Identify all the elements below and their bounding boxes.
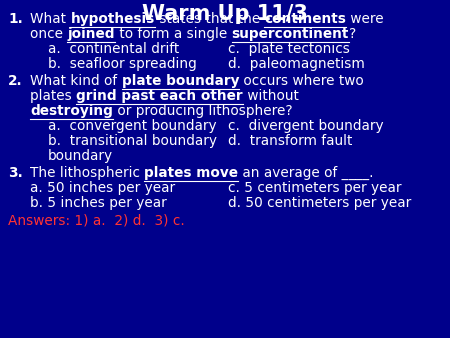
Text: b.  transitional boundary: b. transitional boundary	[48, 134, 217, 148]
Text: 3.: 3.	[8, 166, 23, 180]
Text: or producing lithosphere?: or producing lithosphere?	[113, 104, 292, 118]
Text: ?: ?	[349, 27, 356, 41]
Text: a.  continental drift: a. continental drift	[48, 42, 179, 56]
Text: continents: continents	[264, 12, 346, 26]
Text: joined: joined	[68, 27, 115, 41]
Text: b.  seafloor spreading: b. seafloor spreading	[48, 57, 197, 71]
Text: hypothesis: hypothesis	[70, 12, 155, 26]
Text: supercontinent: supercontinent	[231, 27, 349, 41]
Text: occurs where two: occurs where two	[239, 74, 364, 88]
Text: boundary: boundary	[48, 149, 113, 163]
Text: The lithospheric: The lithospheric	[30, 166, 144, 180]
Text: once: once	[30, 27, 68, 41]
Text: a.  convergent boundary: a. convergent boundary	[48, 119, 216, 133]
Text: What: What	[30, 12, 70, 26]
Text: without: without	[243, 89, 299, 103]
Text: were: were	[346, 12, 384, 26]
Text: b. 5 inches per year: b. 5 inches per year	[30, 196, 167, 210]
Text: Answers: 1) a.  2) d.  3) c.: Answers: 1) a. 2) d. 3) c.	[8, 214, 185, 228]
Text: plates move: plates move	[144, 166, 239, 180]
Text: Warm Up 11/3: Warm Up 11/3	[142, 4, 308, 24]
Text: c.  divergent boundary: c. divergent boundary	[228, 119, 383, 133]
Text: to form a single: to form a single	[115, 27, 231, 41]
Text: c.  plate tectonics: c. plate tectonics	[228, 42, 350, 56]
Text: a. 50 inches per year: a. 50 inches per year	[30, 181, 175, 195]
Text: c. 5 centimeters per year: c. 5 centimeters per year	[228, 181, 401, 195]
Text: plate boundary: plate boundary	[122, 74, 239, 88]
Text: destroying: destroying	[30, 104, 113, 118]
Text: grind past each other: grind past each other	[76, 89, 243, 103]
Text: an average of ____.: an average of ____.	[238, 166, 374, 180]
Text: 1.: 1.	[8, 12, 23, 26]
Text: d.  paleomagnetism: d. paleomagnetism	[228, 57, 365, 71]
Text: d. 50 centimeters per year: d. 50 centimeters per year	[228, 196, 411, 210]
Text: 2.: 2.	[8, 74, 22, 88]
Text: What kind of: What kind of	[30, 74, 122, 88]
Text: states that the: states that the	[155, 12, 264, 26]
Text: plates: plates	[30, 89, 76, 103]
Text: d.  transform fault: d. transform fault	[228, 134, 352, 148]
